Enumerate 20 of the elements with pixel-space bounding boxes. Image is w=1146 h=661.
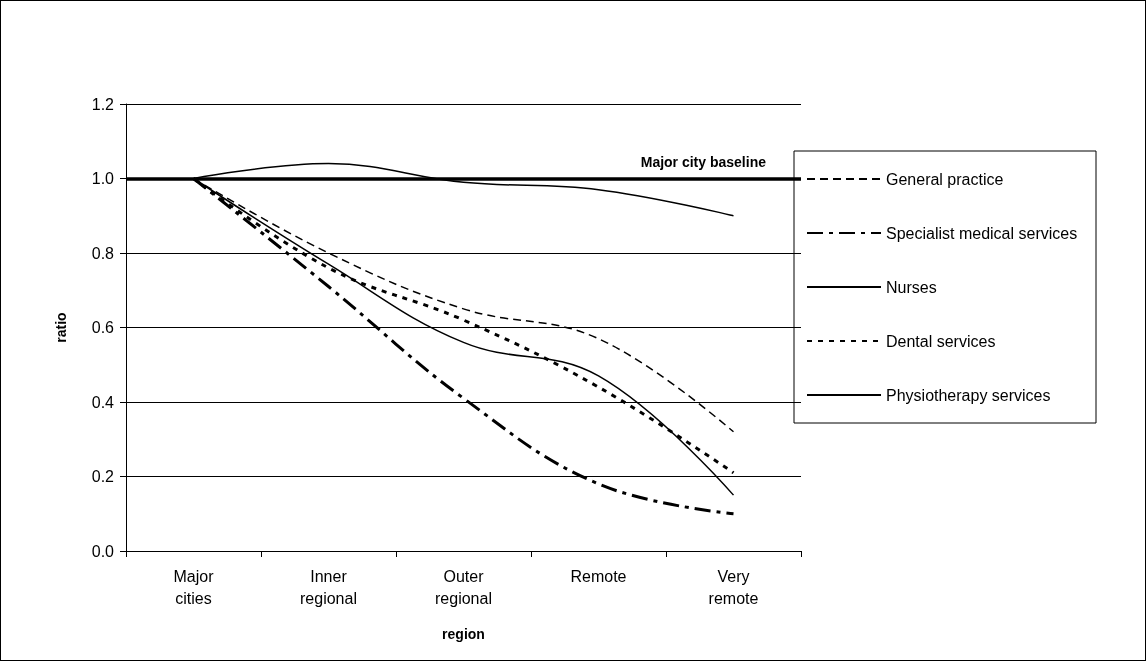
legend-label: Nurses [886, 278, 937, 296]
legend-label: Specialist medical services [886, 224, 1078, 242]
x-tick-label: Very remote [708, 567, 759, 607]
legend-label: Physiotherapy services [886, 386, 1051, 404]
y-tick-label: 0.6 [91, 319, 115, 336]
x-tick-label: Inner regional [300, 567, 357, 607]
x-tick-label: Outer regional [435, 567, 492, 607]
y-tick-label: 1.2 [91, 95, 115, 113]
y-tick-label: 0.4 [91, 393, 115, 411]
y-tick-label: 0.2 [91, 468, 115, 485]
ref-line-label: Major city baseline [640, 153, 767, 170]
x-axis-title: region [442, 626, 485, 642]
y-tick-label: 0.8 [91, 244, 115, 262]
x-tick-label: Major cities [173, 567, 215, 607]
legend-label: Dental services [886, 332, 996, 350]
x-tick-label: Remote [570, 567, 627, 585]
y-tick-label: 1.0 [91, 170, 115, 187]
y-tick-label: 0.0 [91, 542, 115, 560]
y-axis-title: ratio [53, 312, 69, 343]
legend-label: General practice [886, 170, 1004, 188]
